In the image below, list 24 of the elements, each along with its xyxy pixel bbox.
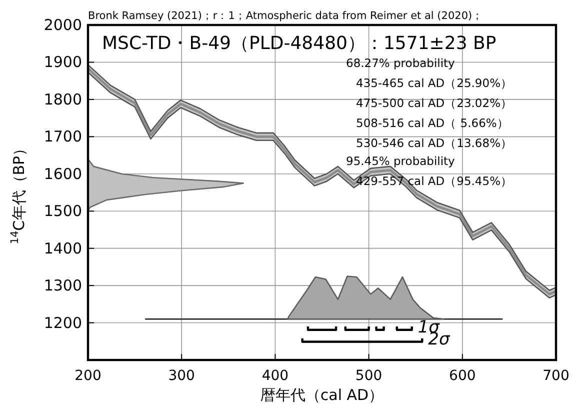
y-tick-label: 2000 [44,16,82,34]
x-tick-label: 600 [449,368,476,384]
x-tick-label: 400 [262,368,289,384]
annotation: 475-500 cal AD（23.02%） [356,96,512,110]
y-tick-label: 1500 [44,202,82,220]
x-tick-label: 300 [168,368,195,384]
annotation: 530-546 cal AD（13.68%） [356,136,512,150]
y-tick-label: 1300 [44,276,82,295]
y-tick-label: 1400 [44,239,82,258]
annotation: Bronk Ramsey (2021)；r：1；Atmospheric data from Reimer et al (2020)； [88,10,484,22]
annotation: 435-465 cal AD（25.90%） [356,76,512,90]
text: MSC-TD・B-49（PLD-48480）：1571±23 BP [102,33,496,54]
annotation: 95.45% probability [346,154,455,168]
x-tick-label: 200 [74,368,102,384]
x-tick-label: 700 [542,368,570,384]
y-tick-label: 1600 [44,164,82,183]
annotation: 508-516 cal AD（ 5.66%） [356,116,509,130]
y-tick-label: 1800 [44,90,82,108]
y-tick-label: 1700 [44,128,82,146]
y-tick-label: 1200 [44,314,82,332]
y-tick-label: 1900 [44,53,82,72]
x-tick-label: 500 [355,368,382,384]
x-axis-title: 暦年代（cal AD） [260,386,384,404]
annotation: 68.27% probability [346,56,455,70]
